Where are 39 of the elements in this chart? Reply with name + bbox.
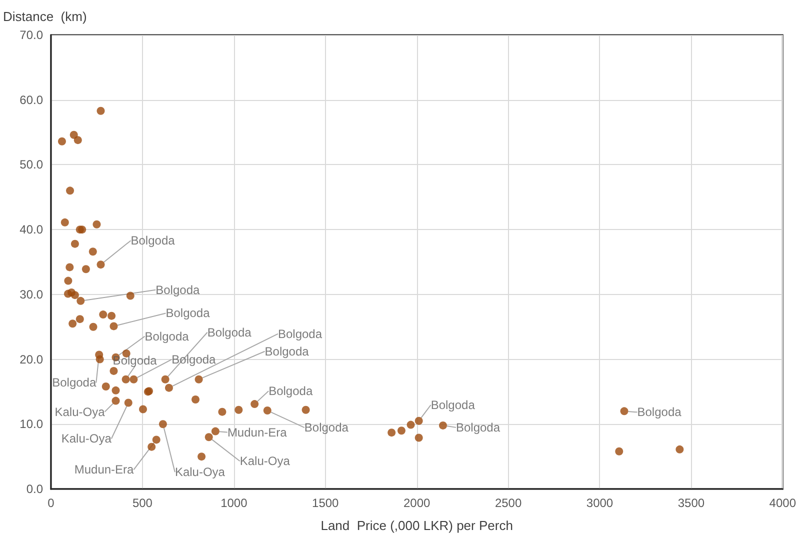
x-tick-label: 1000 xyxy=(220,496,248,510)
x-tick-label: 500 xyxy=(132,496,153,510)
annotation: Kalu-Oya xyxy=(54,404,106,419)
x-tick-label: 0 xyxy=(48,496,55,510)
annotation: Bolgoda xyxy=(430,398,476,412)
y-tick-label: 40.0 xyxy=(20,222,44,237)
y-axis-title: Distance (km) xyxy=(3,9,87,24)
annotation: Bolgoda xyxy=(278,326,322,341)
y-tick-label: 20.0 xyxy=(20,352,44,366)
annotation: Bolgoda xyxy=(52,376,96,390)
y-tick-label: 10.0 xyxy=(20,417,44,432)
x-tick-label: 2000 xyxy=(403,496,430,510)
annotation: Bolgoda xyxy=(456,420,500,434)
annotation: Bolgoda xyxy=(268,384,313,398)
annotation: Bolgoda xyxy=(304,420,349,435)
annotation: Kalu-Oya xyxy=(240,454,290,468)
annotation: Bolgoda xyxy=(207,325,252,340)
annotation: Mudun-Era xyxy=(74,462,134,477)
annotation: Mudun-Era xyxy=(227,425,288,440)
annotation: Bolgoda xyxy=(166,306,210,320)
annotation: Bolgoda xyxy=(264,344,310,358)
x-tick-label: 2500 xyxy=(494,496,522,510)
annotation: Bolgoda xyxy=(112,353,158,368)
x-tick-label: 3500 xyxy=(678,496,705,510)
y-tick-label: 0.0 xyxy=(26,482,44,496)
x-axis-title: Land Price (,000 LKR) per Perch xyxy=(320,518,513,533)
x-tick-label: 4000 xyxy=(769,496,796,510)
annotation: Kalu-Oya xyxy=(61,432,112,446)
annotation: Bolgoda xyxy=(130,234,176,248)
y-tick-label: 70.0 xyxy=(20,28,44,42)
y-tick-label: 30.0 xyxy=(20,287,44,302)
annotation: Bolgoda xyxy=(156,282,200,297)
x-tick-label: 3000 xyxy=(586,496,614,510)
y-tick-label: 50.0 xyxy=(20,158,44,172)
annotation: Bolgoda xyxy=(637,405,682,420)
annotation: Kalu-Oya xyxy=(174,465,226,480)
annotation: Bolgoda xyxy=(144,329,190,344)
y-tick-label: 60.0 xyxy=(20,92,44,107)
x-tick-label: 1500 xyxy=(312,496,340,510)
